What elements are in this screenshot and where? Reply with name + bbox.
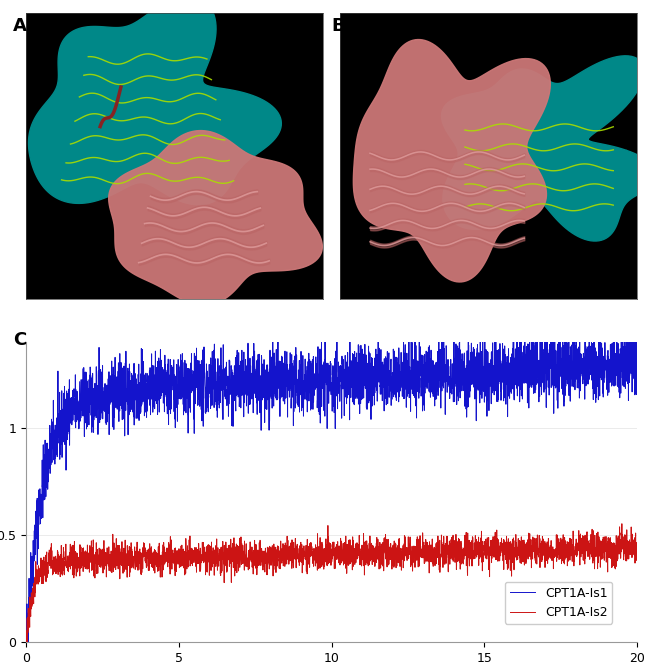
CPT1A-Is2: [283, 549, 291, 557]
CPT1A-Is1: [584, 343, 592, 351]
CPT1A-Is2: [279, 547, 287, 555]
CPT1A-Is1: [313, 384, 320, 392]
Polygon shape: [29, 0, 281, 205]
CPT1A-Is1: [284, 365, 292, 373]
Line: CPT1A-Is2: CPT1A-Is2: [26, 524, 637, 642]
CPT1A-Is2: [22, 638, 30, 646]
Text: A: A: [13, 17, 27, 34]
Polygon shape: [109, 130, 322, 305]
CPT1A-Is2: [618, 520, 626, 528]
CPT1A-Is2: [614, 532, 622, 540]
Polygon shape: [441, 56, 650, 241]
CPT1A-Is1: [633, 351, 641, 359]
Legend: CPT1A-Is1, CPT1A-Is2: CPT1A-Is1, CPT1A-Is2: [505, 582, 612, 624]
CPT1A-Is2: [466, 549, 474, 557]
Text: C: C: [13, 331, 26, 349]
CPT1A-Is2: [584, 553, 592, 561]
CPT1A-Is2: [633, 547, 641, 555]
CPT1A-Is1: [22, 638, 30, 646]
CPT1A-Is1: [279, 379, 287, 387]
Text: B: B: [332, 17, 345, 34]
CPT1A-Is1: [466, 375, 474, 383]
CPT1A-Is1: [614, 355, 622, 363]
Polygon shape: [354, 40, 551, 282]
Line: CPT1A-Is1: CPT1A-Is1: [26, 332, 637, 642]
CPT1A-Is2: [313, 559, 320, 567]
CPT1A-Is1: [269, 328, 277, 336]
